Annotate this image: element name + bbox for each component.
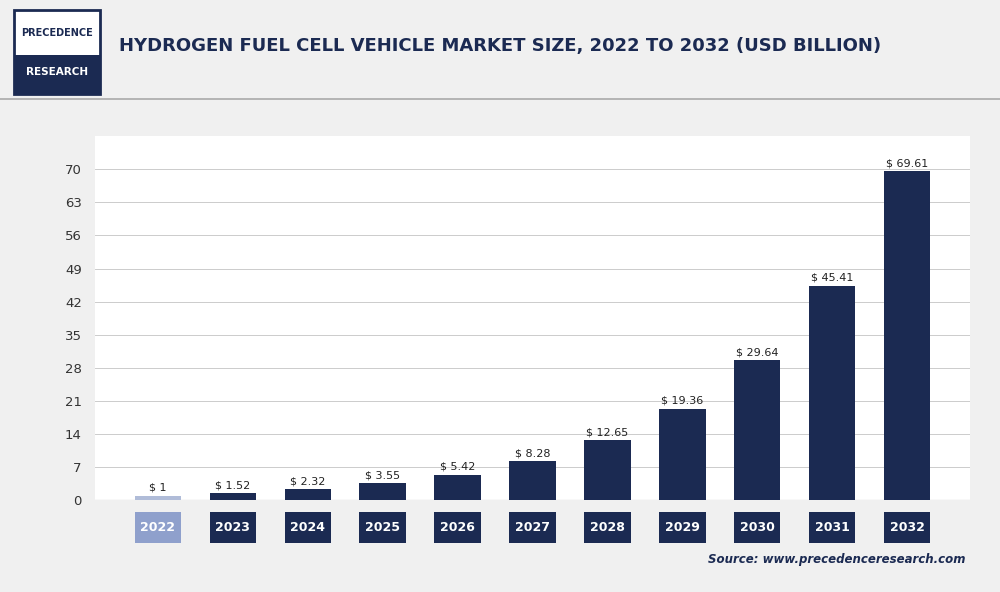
- Text: $ 8.28: $ 8.28: [515, 448, 550, 458]
- Text: 2026: 2026: [440, 521, 475, 534]
- Bar: [584, 512, 631, 543]
- Bar: [285, 512, 331, 543]
- Bar: [734, 360, 780, 500]
- Text: $ 19.36: $ 19.36: [661, 396, 703, 406]
- Bar: [884, 512, 930, 543]
- Bar: [359, 484, 406, 500]
- Bar: [884, 171, 930, 500]
- Text: $ 5.42: $ 5.42: [440, 462, 475, 472]
- Bar: [734, 512, 780, 543]
- Bar: [14, 54, 100, 94]
- Text: $ 3.55: $ 3.55: [365, 471, 400, 481]
- Bar: [659, 408, 706, 500]
- Bar: [210, 512, 256, 543]
- Text: $ 12.65: $ 12.65: [586, 427, 629, 437]
- Bar: [434, 475, 481, 500]
- Bar: [509, 461, 556, 500]
- Bar: [509, 512, 556, 543]
- Text: $ 1.52: $ 1.52: [215, 480, 251, 490]
- Bar: [809, 285, 855, 500]
- Text: 2031: 2031: [815, 521, 850, 534]
- Text: 2027: 2027: [515, 521, 550, 534]
- Text: 2024: 2024: [290, 521, 325, 534]
- Text: $ 1: $ 1: [149, 482, 167, 493]
- Text: 2028: 2028: [590, 521, 625, 534]
- Text: 2022: 2022: [140, 521, 175, 534]
- Text: PRECEDENCE: PRECEDENCE: [21, 28, 93, 38]
- FancyBboxPatch shape: [14, 10, 100, 94]
- Bar: [285, 489, 331, 500]
- Text: 2030: 2030: [740, 521, 775, 534]
- Bar: [135, 512, 181, 543]
- Text: 2032: 2032: [890, 521, 924, 534]
- Bar: [434, 512, 481, 543]
- Text: 2029: 2029: [665, 521, 700, 534]
- Text: $ 2.32: $ 2.32: [290, 477, 325, 487]
- Text: HYDROGEN FUEL CELL VEHICLE MARKET SIZE, 2022 TO 2032 (USD BILLION): HYDROGEN FUEL CELL VEHICLE MARKET SIZE, …: [119, 37, 881, 54]
- Text: 2023: 2023: [215, 521, 250, 534]
- Bar: [135, 496, 181, 500]
- Text: RESEARCH: RESEARCH: [26, 67, 88, 77]
- Bar: [210, 493, 256, 500]
- Bar: [584, 440, 631, 500]
- Text: $ 45.41: $ 45.41: [811, 273, 853, 283]
- Bar: [659, 512, 706, 543]
- Text: $ 29.64: $ 29.64: [736, 348, 778, 357]
- Text: $ 69.61: $ 69.61: [886, 158, 928, 168]
- Bar: [809, 512, 855, 543]
- Text: Source: www.precedenceresearch.com: Source: www.precedenceresearch.com: [708, 553, 965, 566]
- Bar: [359, 512, 406, 543]
- Text: 2025: 2025: [365, 521, 400, 534]
